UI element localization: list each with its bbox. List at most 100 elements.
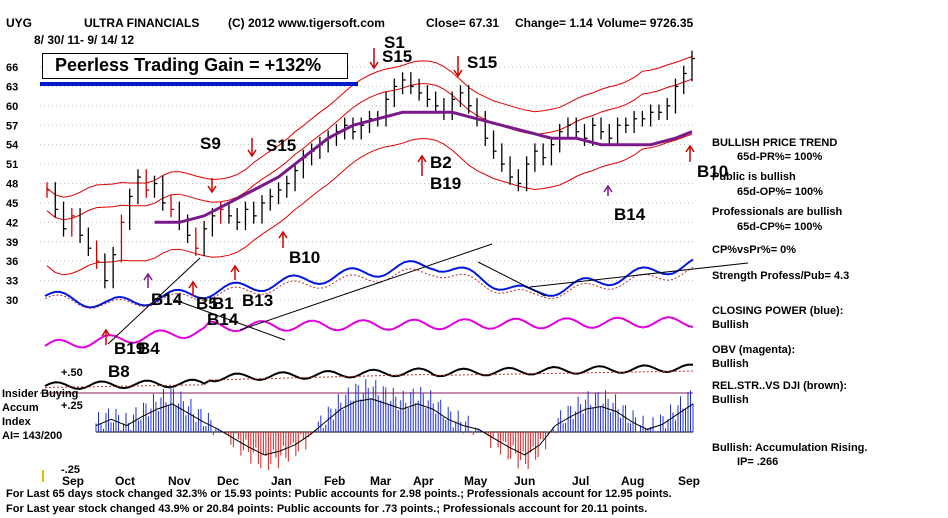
side-label: 65d-CP%= 100%	[737, 221, 823, 233]
signal-arrow-head	[278, 230, 288, 239]
y-tick-label: 39	[6, 237, 18, 249]
signal-label: B14	[207, 310, 239, 329]
signal-label: B4	[138, 339, 160, 358]
signal-label: B1	[212, 294, 234, 313]
side-label: Bullish	[712, 358, 749, 370]
signal-label: B14	[151, 290, 183, 309]
volume-value: Volume= 9726.35	[597, 16, 693, 30]
rel-strength-line	[44, 363, 694, 390]
y-tick-label: 51	[6, 159, 18, 171]
side-label: REL.STR..VS DJI (brown):	[712, 380, 847, 392]
accum-label: Accum	[2, 402, 39, 414]
x-tick-label: Oct	[115, 474, 135, 488]
x-tick-label: Sep	[678, 474, 700, 488]
side-label: OBV (magenta):	[712, 344, 795, 356]
x-tick-label: Apr	[413, 474, 434, 488]
copyright: (C) 2012 www.tigersoft.com	[228, 16, 385, 30]
side-label: Strength Profess/Pub= 4.3	[712, 270, 849, 282]
closing-power-line	[44, 258, 694, 309]
signal-label: B19	[430, 174, 461, 193]
ticker: UYG	[6, 16, 32, 30]
signal-arrow-head	[230, 264, 240, 273]
plus25-label: +.25	[61, 400, 83, 412]
closing-power-ma	[44, 266, 694, 309]
x-tick-label: Nov	[168, 474, 191, 488]
signal-label: S15	[266, 136, 296, 155]
signal-label: B8	[108, 362, 130, 381]
date-range: 8/ 30/ 11- 9/ 14/ 12	[34, 33, 134, 47]
x-tick-label: Feb	[324, 474, 345, 488]
signal-arrow-head	[453, 69, 463, 78]
x-tick-label: Aug	[621, 474, 644, 488]
y-tick-label: 42	[6, 217, 18, 229]
price-bands	[46, 56, 693, 276]
side-label: Bullish: Accumulation Rising.	[712, 442, 867, 454]
signal-arrow-head	[603, 184, 613, 193]
trading-gain-box: Peerless Trading Gain = +132%	[42, 53, 348, 79]
y-tick-label: 60	[6, 101, 18, 113]
ai-label: AI= 143/200	[2, 430, 62, 442]
signal-arrow-head	[207, 185, 217, 194]
rel-strength-ma	[44, 370, 694, 388]
signal-arrows	[101, 48, 695, 345]
x-tick-label: Sep	[62, 474, 84, 488]
signal-label: B14	[614, 205, 646, 224]
signal-label: B10	[697, 162, 728, 181]
accumulation-histogram	[95, 379, 694, 471]
signal-label: B13	[242, 291, 273, 310]
x-tick-label: Jul	[572, 474, 589, 488]
band-line	[46, 133, 693, 276]
signal-arrow-head	[188, 280, 198, 289]
y-tick-label: 54	[6, 140, 19, 152]
side-label: Professionals are bullish	[712, 206, 842, 218]
signal-arrow-head	[143, 272, 153, 281]
moving-average-line	[154, 110, 693, 224]
price-bars	[46, 50, 695, 289]
signal-arrow-head	[685, 144, 695, 153]
signal-label: B10	[289, 248, 320, 267]
index-label: Index	[2, 416, 32, 428]
x-tick-label: Mar	[370, 474, 392, 488]
signal-label: B19	[114, 339, 145, 358]
trend-lines	[107, 243, 749, 345]
y-tick-label: 33	[6, 276, 18, 288]
signal-label: S9	[200, 134, 221, 153]
side-label: BULLISH PRICE TREND	[712, 137, 837, 149]
x-axis-labels: Sep Oct Nov Dec Jan Feb Mar Apr May Jun Jul Aug Sep	[62, 474, 700, 488]
x-tick-label: Jun	[514, 474, 535, 488]
signal-arrow-head	[247, 149, 257, 158]
plus50-label: +.50	[61, 367, 83, 379]
signal-label: S15	[467, 53, 497, 72]
side-label: 65d-PR%= 100%	[737, 151, 823, 163]
side-label: CP%vsPr%= 0%	[712, 244, 796, 256]
x-tick-label: May	[464, 474, 488, 488]
y-tick-label: 66	[6, 62, 18, 74]
band-line	[46, 78, 693, 221]
y-tick-label: 57	[6, 120, 18, 132]
signal-label: S1	[384, 33, 405, 52]
side-label: Bullish	[712, 319, 749, 331]
x-tick-label: Dec	[217, 474, 239, 488]
side-label: Public is bullish	[712, 171, 796, 183]
x-tick-label: Jan	[271, 474, 292, 488]
indicator-panel	[40, 392, 693, 433]
y-tick-label: 63	[6, 81, 18, 93]
accumulation-ma	[95, 398, 694, 456]
side-label: 65d-OP%= 100%	[737, 186, 823, 198]
signal-label: S15	[382, 47, 412, 66]
side-label: IP= .266	[737, 456, 778, 468]
obv-line	[44, 316, 694, 349]
insider-label: Insider Buying	[2, 388, 78, 400]
close-value: Close= 67.31	[426, 16, 499, 30]
y-axis-labels: 66 63 60 57 54 51 48 45 42 39 36 33 30	[6, 62, 19, 307]
trading-gain-underline	[40, 82, 358, 86]
minus25-label: -.25	[61, 464, 80, 476]
side-label: Bullish	[712, 394, 749, 406]
y-tick-label: 45	[6, 198, 18, 210]
signal-label: B5	[196, 294, 218, 313]
footer-line-65d: For Last 65 days stock changed 32.3% or …	[6, 488, 672, 500]
side-label: CLOSING POWER (blue):	[712, 305, 843, 317]
change-value: Change= 1.14	[515, 16, 593, 30]
signal-arrow-head	[101, 328, 111, 337]
